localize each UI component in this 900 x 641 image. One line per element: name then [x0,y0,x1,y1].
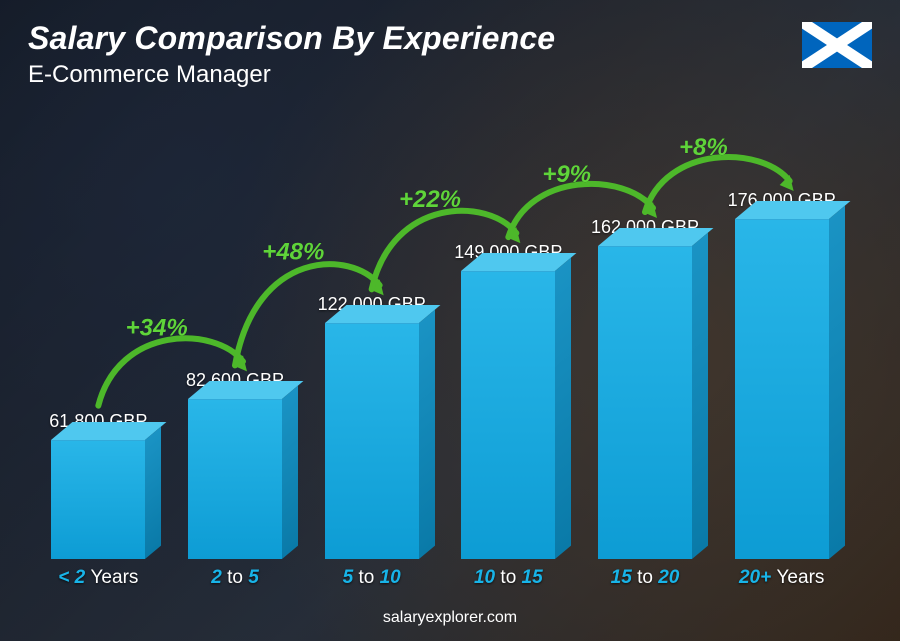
chart-subtitle: E-Commerce Manager [28,61,555,89]
chart-title: Salary Comparison By Experience [28,20,555,57]
bar-slot: 149,000 GBP10 to 15 [440,110,577,559]
bar [188,399,282,559]
bar [51,440,145,559]
category-label: < 2 Years [58,567,138,589]
scotland-flag-icon [802,22,872,68]
category-label: 2 to 5 [211,567,259,589]
bar [325,323,419,559]
bar-slot: 176,000 GBP20+ Years [713,110,850,559]
bar [735,219,829,559]
bar-slot: 122,000 GBP5 to 10 [303,110,440,559]
category-label: 10 to 15 [474,567,543,589]
bar-slot: 61,800 GBP< 2 Years [30,110,167,559]
bar [598,246,692,559]
bar [461,271,555,559]
title-block: Salary Comparison By Experience E-Commer… [28,20,555,89]
category-label: 5 to 10 [343,567,401,589]
bars-row: 61,800 GBP< 2 Years82,600 GBP2 to 5122,0… [30,110,850,559]
category-label: 15 to 20 [611,567,680,589]
bar-slot: 162,000 GBP15 to 20 [577,110,714,559]
footer-attribution: salaryexplorer.com [0,609,900,627]
bar-chart: 61,800 GBP< 2 Years82,600 GBP2 to 5122,0… [30,110,850,591]
bar-slot: 82,600 GBP2 to 5 [167,110,304,559]
chart-stage: Salary Comparison By Experience E-Commer… [0,0,900,641]
category-label: 20+ Years [739,567,824,589]
